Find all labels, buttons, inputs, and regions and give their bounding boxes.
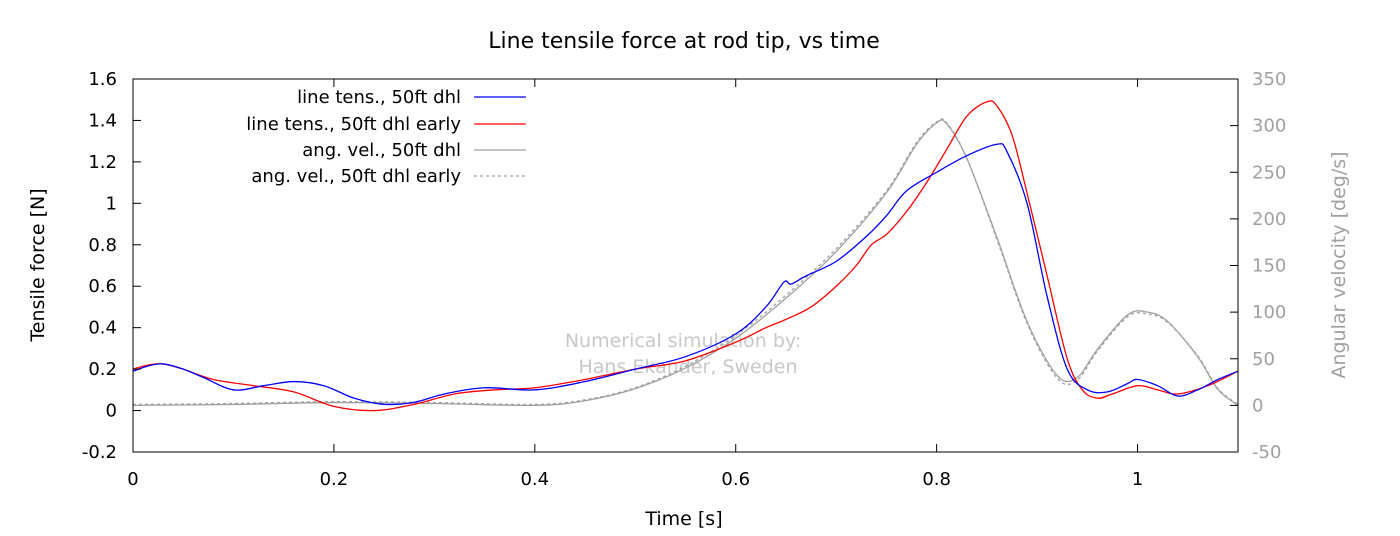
- y-tick-label: 1.4: [88, 110, 117, 131]
- x-axis-label: Time [s]: [644, 508, 722, 530]
- y2-tick-label: 350: [1252, 69, 1286, 90]
- legend-label: line tens., 50ft dhl: [297, 87, 461, 108]
- x-tick-label: 0.8: [922, 469, 951, 490]
- series-line-line-tens-50ft-dhl-early: [132, 100, 1239, 412]
- y2-axis-label: Angular velocity [deg/s]: [1328, 151, 1350, 378]
- y2-tick-label: 150: [1252, 256, 1286, 277]
- y-axis-right: -50 0 50 100 150 200 250 300 350: [1230, 69, 1286, 463]
- y2-tick-label: 0: [1252, 395, 1263, 416]
- watermark: Numerical simulation by: Hans Ekander, S…: [565, 330, 801, 378]
- y-axis-left: -0.2 0 0.2 0.4 0.6 0.8 1 1.2 1.4 1.6: [82, 69, 141, 463]
- x-tick-label: 0: [127, 469, 138, 490]
- series-line-ang-vel-50ft-dhl: [132, 119, 1239, 407]
- x-axis: 0 0.2 0.4 0.6 0.8 1: [127, 79, 1143, 490]
- y2-tick-label: 200: [1252, 209, 1286, 230]
- y2-tick-label: 50: [1252, 349, 1275, 370]
- legend-label: line tens., 50ft dhl early: [246, 114, 461, 135]
- legend: line tens., 50ft dhl line tens., 50ft dhl…: [246, 87, 526, 187]
- y-tick-label: 1.2: [88, 152, 117, 173]
- legend-label: ang. vel., 50ft dhl early: [251, 166, 461, 187]
- y-tick-label: 0.6: [88, 276, 117, 297]
- x-tick-label: 1: [1132, 469, 1143, 490]
- y-tick-label: 0.4: [88, 318, 117, 339]
- y-tick-label: 0: [106, 401, 117, 422]
- series-layer: [132, 100, 1239, 412]
- y-tick-label: 1.6: [88, 69, 117, 90]
- y-tick-label: -0.2: [82, 442, 117, 463]
- y-tick-label: 1: [106, 193, 117, 214]
- watermark-line-1: Numerical simulation by:: [565, 330, 801, 352]
- x-tick-label: 0.2: [320, 469, 349, 490]
- series-line-line-tens-50ft-dhl: [132, 143, 1239, 406]
- x-tick-label: 0.4: [520, 469, 549, 490]
- x-tick-label: 0.6: [721, 469, 750, 490]
- y2-tick-label: 250: [1252, 162, 1286, 183]
- y2-tick-label: -50: [1252, 442, 1281, 463]
- chart-title: Line tensile force at rod tip, vs time: [488, 29, 880, 54]
- y2-tick-label: 100: [1252, 302, 1286, 323]
- y-tick-label: 0.2: [88, 359, 117, 380]
- y-axis-label: Tensile force [N]: [27, 188, 49, 342]
- legend-label: ang. vel., 50ft dhl: [302, 140, 461, 161]
- y2-tick-label: 300: [1252, 116, 1286, 137]
- y-tick-label: 0.8: [88, 235, 117, 256]
